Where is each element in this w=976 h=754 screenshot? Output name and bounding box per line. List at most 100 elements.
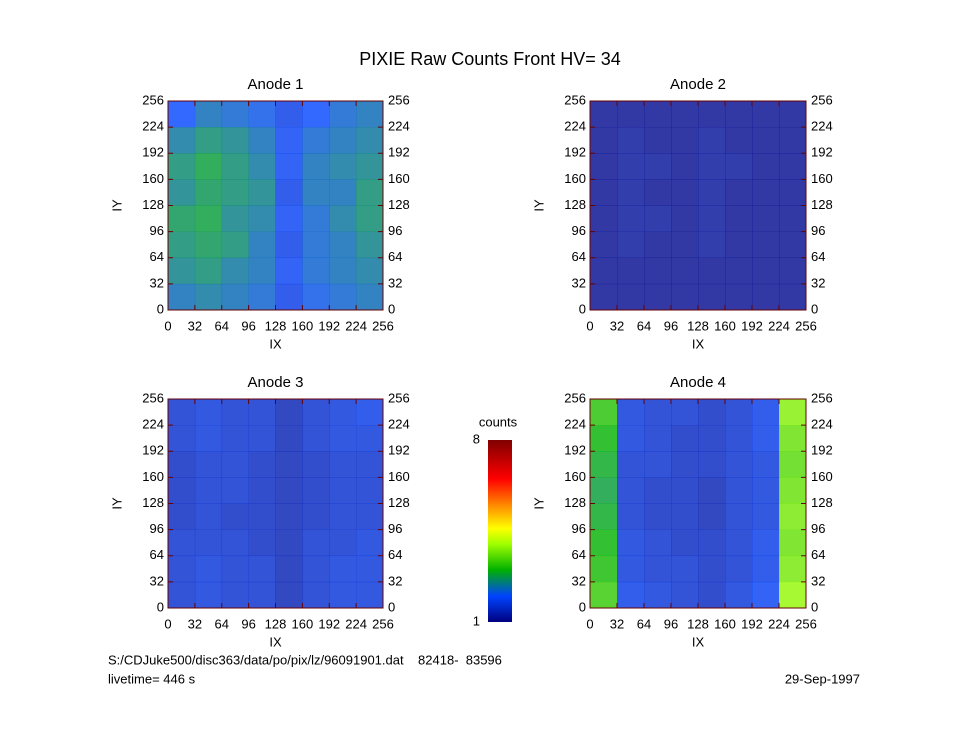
x-tick-label: 256 <box>795 318 817 333</box>
y-tick-label: 160 <box>564 171 586 186</box>
heat-cell <box>221 451 249 478</box>
heat-cell <box>671 127 699 154</box>
heat-cell <box>194 101 223 128</box>
heat-cell <box>194 205 223 232</box>
heat-cell <box>725 231 753 259</box>
heat-cell <box>698 153 726 180</box>
panel-title: Anode 2 <box>670 76 726 93</box>
heat-cell <box>617 153 645 180</box>
y-tick-label: 0 <box>157 599 164 614</box>
y2-tick-label: 96 <box>811 223 825 238</box>
heat-cell <box>329 153 357 180</box>
heat-cell <box>752 205 780 232</box>
heat-cell <box>194 127 223 154</box>
y2-tick-label: 224 <box>388 119 410 134</box>
y-tick-label: 160 <box>142 171 164 186</box>
y-tick-label: 0 <box>579 599 586 614</box>
y2-tick-label: 224 <box>811 119 833 134</box>
heat-cell <box>194 231 223 259</box>
heat-cell <box>671 205 699 232</box>
y-axis-label: IY <box>109 497 124 510</box>
heat-cell <box>356 179 384 206</box>
y2-tick-label: 64 <box>388 249 402 264</box>
heat-cell <box>302 425 330 452</box>
heat-cell <box>221 477 249 504</box>
heat-cell <box>590 101 618 128</box>
panel-title: Anode 1 <box>248 76 304 93</box>
heat-cell <box>168 153 196 180</box>
heat-cell <box>725 283 753 311</box>
heat-cell <box>221 179 249 206</box>
heat-cell <box>725 101 753 128</box>
heat-cell <box>275 477 303 504</box>
heat-cell <box>356 581 384 609</box>
heat-cell <box>356 101 384 128</box>
heat-cell <box>168 581 196 609</box>
heat-cell <box>168 425 196 452</box>
heat-cell <box>302 283 330 311</box>
heat-cell <box>725 503 753 530</box>
x-tick-label: 64 <box>637 616 651 631</box>
x-tick-label: 192 <box>741 318 763 333</box>
y-tick-label: 224 <box>564 417 586 432</box>
heat-cell <box>248 529 276 557</box>
y-tick-label: 192 <box>142 145 164 160</box>
heat-cell <box>779 503 807 530</box>
colorbar <box>488 440 512 622</box>
heat-cell <box>168 477 196 504</box>
heat-cell <box>221 231 249 259</box>
heat-cell <box>752 231 780 259</box>
x-tick-label: 32 <box>610 318 624 333</box>
x-tick-label: 0 <box>586 616 593 631</box>
y2-tick-label: 32 <box>811 275 825 290</box>
heat-cell <box>221 555 249 583</box>
heat-cell <box>356 283 384 311</box>
heat-cell <box>221 101 249 128</box>
y-tick-label: 96 <box>150 223 164 238</box>
x-tick-label: 64 <box>637 318 651 333</box>
heat-cell <box>590 153 618 180</box>
heat-cell <box>590 127 618 154</box>
heat-cell <box>644 231 672 259</box>
y2-tick-label: 128 <box>388 495 410 510</box>
heat-cell <box>617 179 645 206</box>
x-tick-label: 128 <box>265 318 287 333</box>
y2-tick-label: 64 <box>388 547 402 562</box>
heat-cell <box>590 451 618 478</box>
heat-cell <box>752 477 780 504</box>
heat-cell <box>168 257 196 285</box>
heat-cell <box>248 127 276 154</box>
heat-cell <box>617 425 645 452</box>
heat-cell <box>725 179 753 206</box>
heat-cell <box>698 179 726 206</box>
heat-cell <box>590 529 618 557</box>
heat-cell <box>248 283 276 311</box>
heat-cell <box>617 283 645 311</box>
heat-cell <box>221 581 249 609</box>
heat-cell <box>275 101 303 128</box>
heat-cell <box>698 451 726 478</box>
x-tick-label: 96 <box>664 318 678 333</box>
heat-cell <box>779 179 807 206</box>
heat-cell <box>248 425 276 452</box>
heat-cell <box>752 451 780 478</box>
x-tick-label: 192 <box>318 318 340 333</box>
y-tick-label: 96 <box>572 521 586 536</box>
heat-cell <box>275 257 303 285</box>
y2-tick-label: 0 <box>388 301 395 316</box>
x-tick-label: 96 <box>664 616 678 631</box>
y2-tick-label: 128 <box>811 495 833 510</box>
heat-cell <box>329 283 357 311</box>
y-tick-label: 32 <box>150 275 164 290</box>
heat-cell <box>590 503 618 530</box>
heat-cell <box>779 153 807 180</box>
heat-cell <box>356 205 384 232</box>
heat-cell <box>779 127 807 154</box>
y-tick-label: 64 <box>572 547 586 562</box>
heat-cell <box>752 425 780 452</box>
y-tick-label: 192 <box>564 443 586 458</box>
heat-cell <box>275 425 303 452</box>
y2-tick-label: 160 <box>811 171 833 186</box>
heat-cell <box>329 127 357 154</box>
x-tick-label: 128 <box>687 616 709 631</box>
